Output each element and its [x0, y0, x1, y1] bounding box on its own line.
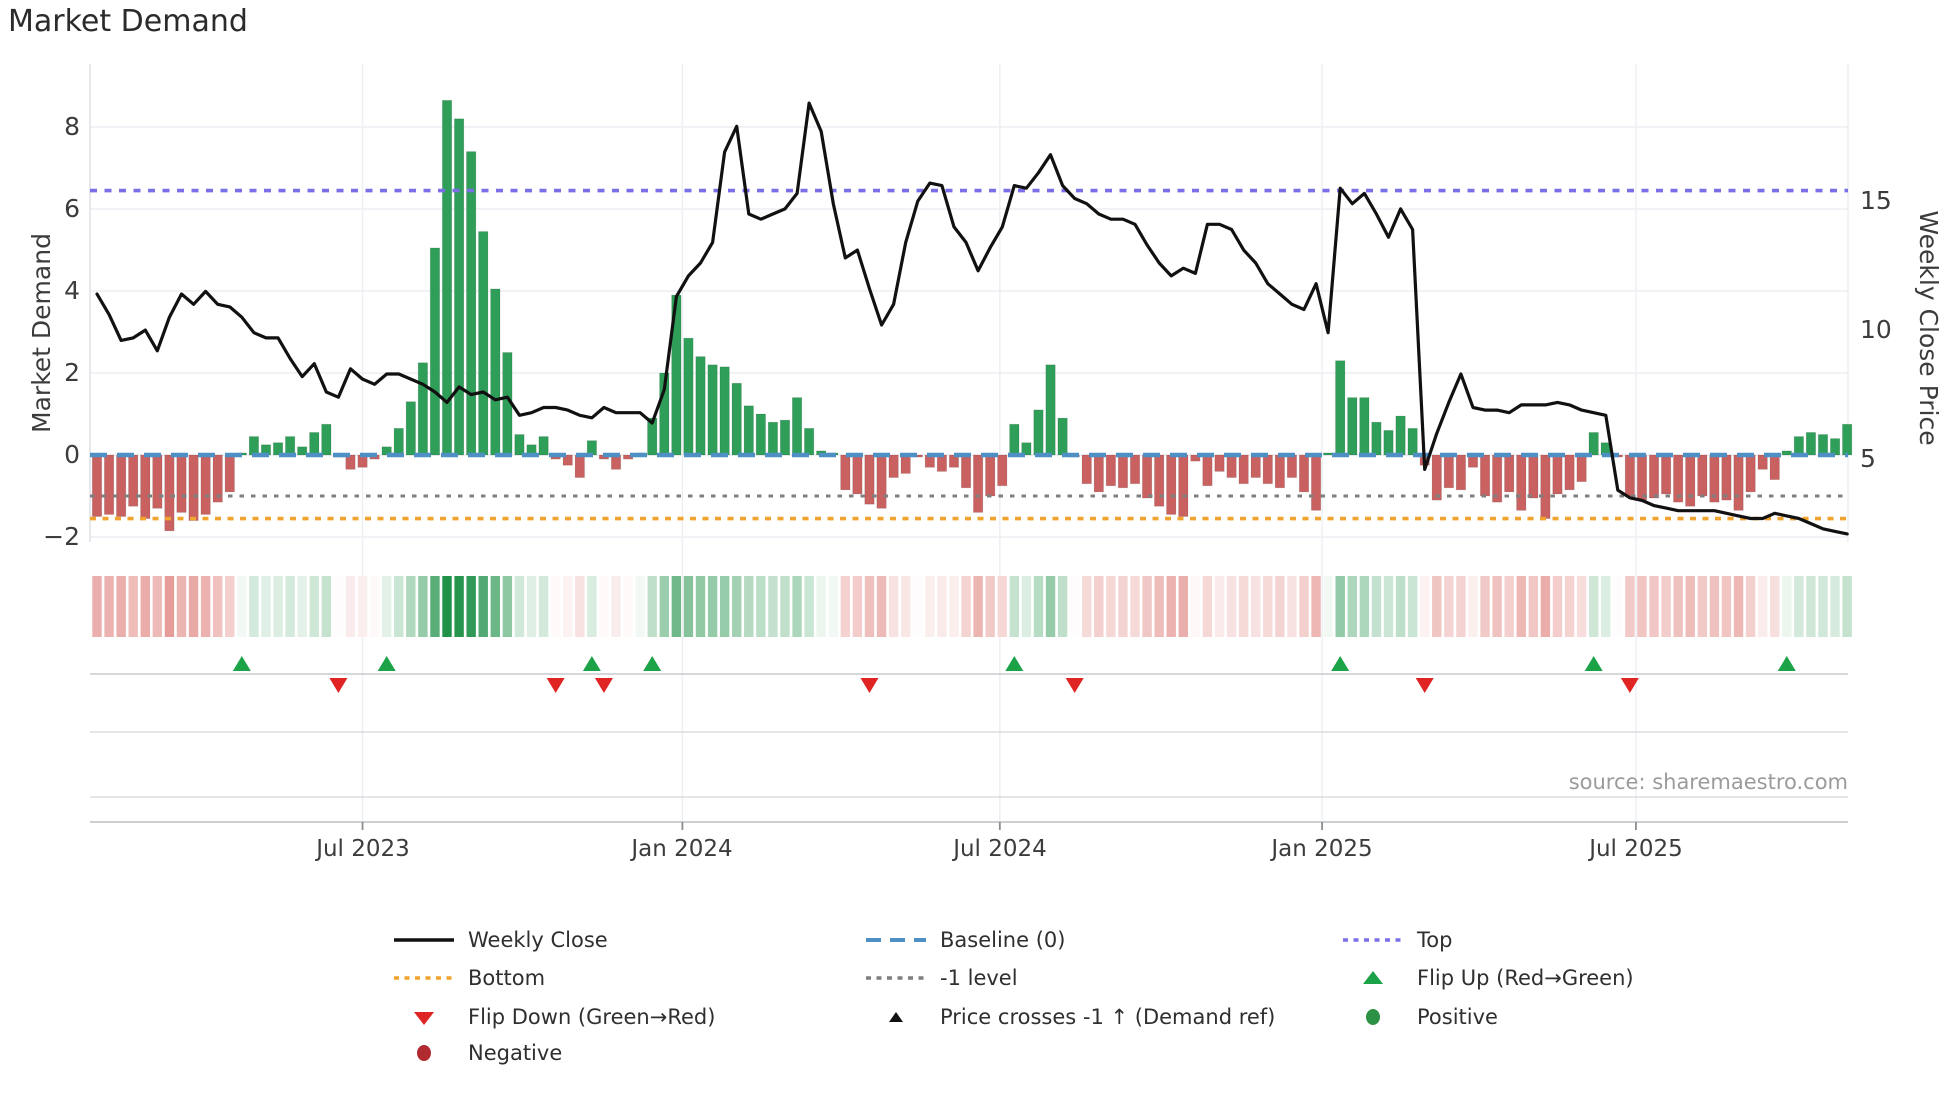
left-ytick-6: 6 [64, 194, 80, 223]
xtick-jul-2023: Jul 2023 [316, 836, 410, 862]
legend-item-negative: Negative [392, 1041, 562, 1065]
flip-down-markers [329, 678, 1639, 693]
minus-one-dots-swatch [864, 969, 928, 987]
market-demand-bars [91, 99, 1853, 532]
left-ytick-4: 4 [64, 276, 80, 305]
xtick-jul-2025: Jul 2025 [1589, 836, 1683, 862]
top-dots-swatch [1341, 931, 1405, 949]
left-ytick-8: 8 [64, 112, 80, 141]
legend-item-weekly-close: Weekly Close [392, 928, 608, 952]
bottom-dots-swatch [392, 969, 456, 987]
x-axis-tick-marks [361, 822, 1637, 830]
flip-down-triangle-icon [392, 1008, 456, 1026]
right-ytick-15: 15 [1860, 186, 1892, 215]
baseline-dash-swatch [864, 931, 928, 949]
legend-item-positive: Positive [1341, 1005, 1498, 1029]
left-ytick-0: 0 [64, 440, 80, 469]
right-axis-title: Weekly Close Price [1914, 210, 1943, 446]
positive-dot-icon [1341, 1008, 1405, 1026]
legend-item-baseline: Baseline (0) [864, 928, 1065, 952]
legend-item-flip-up: Flip Up (Red→Green) [1341, 966, 1634, 990]
left-ytick-neg2: −2 [43, 522, 80, 551]
demand-heatmap-strip [92, 576, 1852, 637]
flip-up-markers [232, 656, 1796, 671]
source-credit: source: sharemaestro.com [1568, 770, 1848, 794]
flip-up-triangle-icon [1341, 969, 1405, 987]
xtick-jan-2025: Jan 2025 [1271, 836, 1373, 862]
legend-item-minus-one: -1 level [864, 966, 1018, 990]
xtick-jul-2024: Jul 2024 [953, 836, 1047, 862]
legend-item-flip-down: Flip Down (Green→Red) [392, 1005, 715, 1029]
right-ytick-5: 5 [1860, 444, 1876, 473]
left-ytick-2: 2 [64, 358, 80, 387]
weekly-close-price-line [95, 101, 1849, 536]
legend-item-price-cross: Price crosses -1 ↑ (Demand ref) [864, 1005, 1275, 1029]
vertical-gridlines [361, 64, 1637, 822]
right-ytick-10: 10 [1860, 315, 1892, 344]
left-axis-title: Market Demand [27, 233, 56, 433]
legend-item-top: Top [1341, 928, 1452, 952]
xtick-jan-2024: Jan 2024 [631, 836, 733, 862]
weekly-close-line-swatch [392, 931, 456, 949]
price-cross-triangle-icon [864, 1008, 928, 1026]
page-title: Market Demand [8, 4, 248, 39]
negative-dot-icon [392, 1044, 456, 1062]
legend-item-bottom: Bottom [392, 966, 545, 990]
